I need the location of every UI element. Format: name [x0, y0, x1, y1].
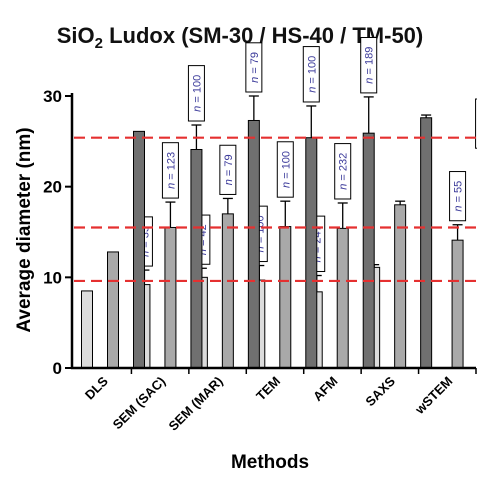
- n-label-box: [276, 141, 294, 198]
- x-axis-label: Methods: [231, 452, 309, 473]
- n-label-box: [449, 171, 467, 222]
- bar: [279, 226, 292, 369]
- bar: [247, 119, 260, 369]
- y-tick-label: 0: [53, 359, 62, 378]
- n-label: n = 79: [223, 154, 235, 185]
- n-label-box: [302, 46, 320, 103]
- n-label: n = 232: [338, 153, 350, 190]
- x-tick-label: AFM: [310, 374, 341, 405]
- bar: [164, 226, 177, 369]
- bar: [451, 239, 464, 369]
- bar: [81, 290, 93, 369]
- n-label: n = 100: [280, 151, 292, 188]
- bar: [190, 148, 203, 369]
- n-label: n = 55: [453, 181, 465, 212]
- y-axis-label: Average diameter (nm): [14, 127, 35, 332]
- bar: [305, 137, 318, 369]
- x-tick-label: SEM (MAR): [166, 374, 226, 434]
- y-tick-label: 20: [43, 178, 62, 197]
- n-label: n = 100: [306, 56, 318, 93]
- bar: [362, 132, 375, 369]
- bar: [420, 117, 433, 369]
- n-label: n = 189: [364, 47, 376, 84]
- n-label: n = 100: [191, 75, 203, 112]
- n-label: n = 79: [249, 52, 261, 83]
- bar: [394, 204, 407, 369]
- x-tick-label: SAXS: [362, 373, 398, 409]
- n-label-box: [475, 98, 477, 149]
- x-tick-label: DLS: [82, 373, 111, 402]
- bar: [107, 251, 119, 369]
- n-label-box: [187, 65, 205, 122]
- n-label-box: [161, 142, 179, 199]
- bar: [221, 213, 234, 369]
- y-tick-label: 30: [43, 87, 62, 106]
- x-tick-label: SEM (SAC): [110, 374, 169, 433]
- x-tick-label: TEM: [253, 374, 283, 404]
- y-tick-label: 10: [43, 268, 62, 287]
- bar: [133, 130, 145, 369]
- n-label-box: [245, 42, 263, 93]
- n-label: n = 123: [165, 152, 177, 189]
- x-tick-label: wSTEM: [411, 374, 455, 418]
- n-label-box: [360, 37, 378, 94]
- n-label-box: [219, 144, 237, 195]
- n-label-box: [334, 143, 352, 200]
- bar: [336, 227, 349, 369]
